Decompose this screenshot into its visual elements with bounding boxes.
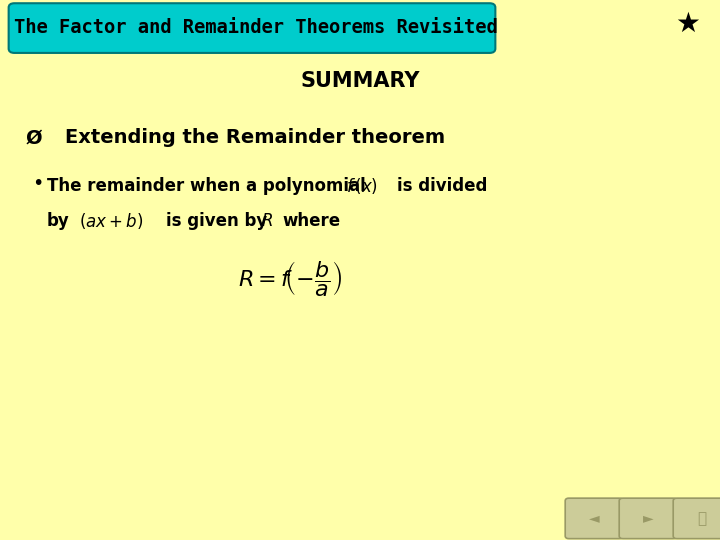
Text: is divided: is divided — [397, 177, 488, 195]
Text: ►: ► — [643, 511, 653, 525]
Text: ⮐: ⮐ — [698, 511, 706, 526]
Text: $R = f\!\left(-\dfrac{b}{a}\right)$: $R = f\!\left(-\dfrac{b}{a}\right)$ — [238, 259, 342, 298]
Text: The Factor and Remainder Theorems Revisited: The Factor and Remainder Theorems Revisi… — [14, 18, 498, 37]
Text: $R$: $R$ — [261, 212, 274, 231]
Text: Extending the Remainder theorem: Extending the Remainder theorem — [65, 128, 445, 147]
FancyBboxPatch shape — [565, 498, 623, 539]
Text: •: • — [32, 174, 44, 193]
FancyBboxPatch shape — [673, 498, 720, 539]
Text: Ø: Ø — [25, 128, 42, 147]
Text: ★: ★ — [675, 10, 700, 38]
Text: The remainder when a polynomial: The remainder when a polynomial — [47, 177, 366, 195]
Text: is given by: is given by — [166, 212, 267, 231]
Text: $(ax+b)$: $(ax+b)$ — [79, 211, 144, 232]
Text: ◄: ◄ — [589, 511, 599, 525]
Text: where: where — [282, 212, 341, 231]
Text: SUMMARY: SUMMARY — [300, 71, 420, 91]
Text: by: by — [47, 212, 70, 231]
Text: $f\,(x)$: $f\,(x)$ — [346, 176, 377, 197]
FancyBboxPatch shape — [9, 3, 495, 53]
FancyBboxPatch shape — [619, 498, 677, 539]
